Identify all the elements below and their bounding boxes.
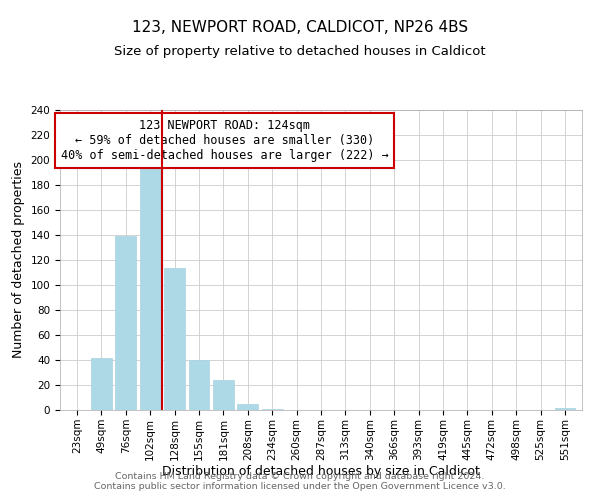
Bar <box>140 160 161 410</box>
Bar <box>164 268 185 410</box>
Bar <box>91 358 112 410</box>
Text: Size of property relative to detached houses in Caldicot: Size of property relative to detached ho… <box>114 45 486 58</box>
Bar <box>262 409 283 410</box>
Text: Contains HM Land Registry data © Crown copyright and database right 2024.: Contains HM Land Registry data © Crown c… <box>115 472 485 481</box>
X-axis label: Distribution of detached houses by size in Caldicot: Distribution of detached houses by size … <box>162 466 480 478</box>
Bar <box>238 404 258 410</box>
Y-axis label: Number of detached properties: Number of detached properties <box>12 162 25 358</box>
Text: 123 NEWPORT ROAD: 124sqm
← 59% of detached houses are smaller (330)
40% of semi-: 123 NEWPORT ROAD: 124sqm ← 59% of detach… <box>61 119 388 162</box>
Bar <box>115 236 136 410</box>
Bar <box>188 360 209 410</box>
Text: 123, NEWPORT ROAD, CALDICOT, NP26 4BS: 123, NEWPORT ROAD, CALDICOT, NP26 4BS <box>132 20 468 35</box>
Text: Contains public sector information licensed under the Open Government Licence v3: Contains public sector information licen… <box>94 482 506 491</box>
Bar <box>213 380 234 410</box>
Bar <box>554 408 575 410</box>
